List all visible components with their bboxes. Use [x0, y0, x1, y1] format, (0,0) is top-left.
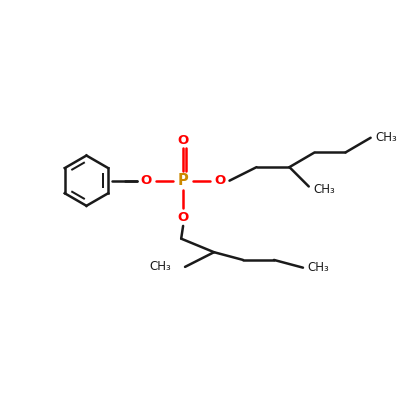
Text: CH₃: CH₃: [314, 183, 335, 196]
Text: CH₃: CH₃: [308, 261, 329, 274]
Text: O: O: [141, 174, 152, 187]
Text: P: P: [178, 173, 188, 188]
Text: CH₃: CH₃: [375, 131, 397, 144]
Text: O: O: [178, 134, 189, 146]
Text: O: O: [214, 174, 226, 187]
Text: O: O: [178, 211, 189, 224]
Text: CH₃: CH₃: [150, 260, 172, 273]
